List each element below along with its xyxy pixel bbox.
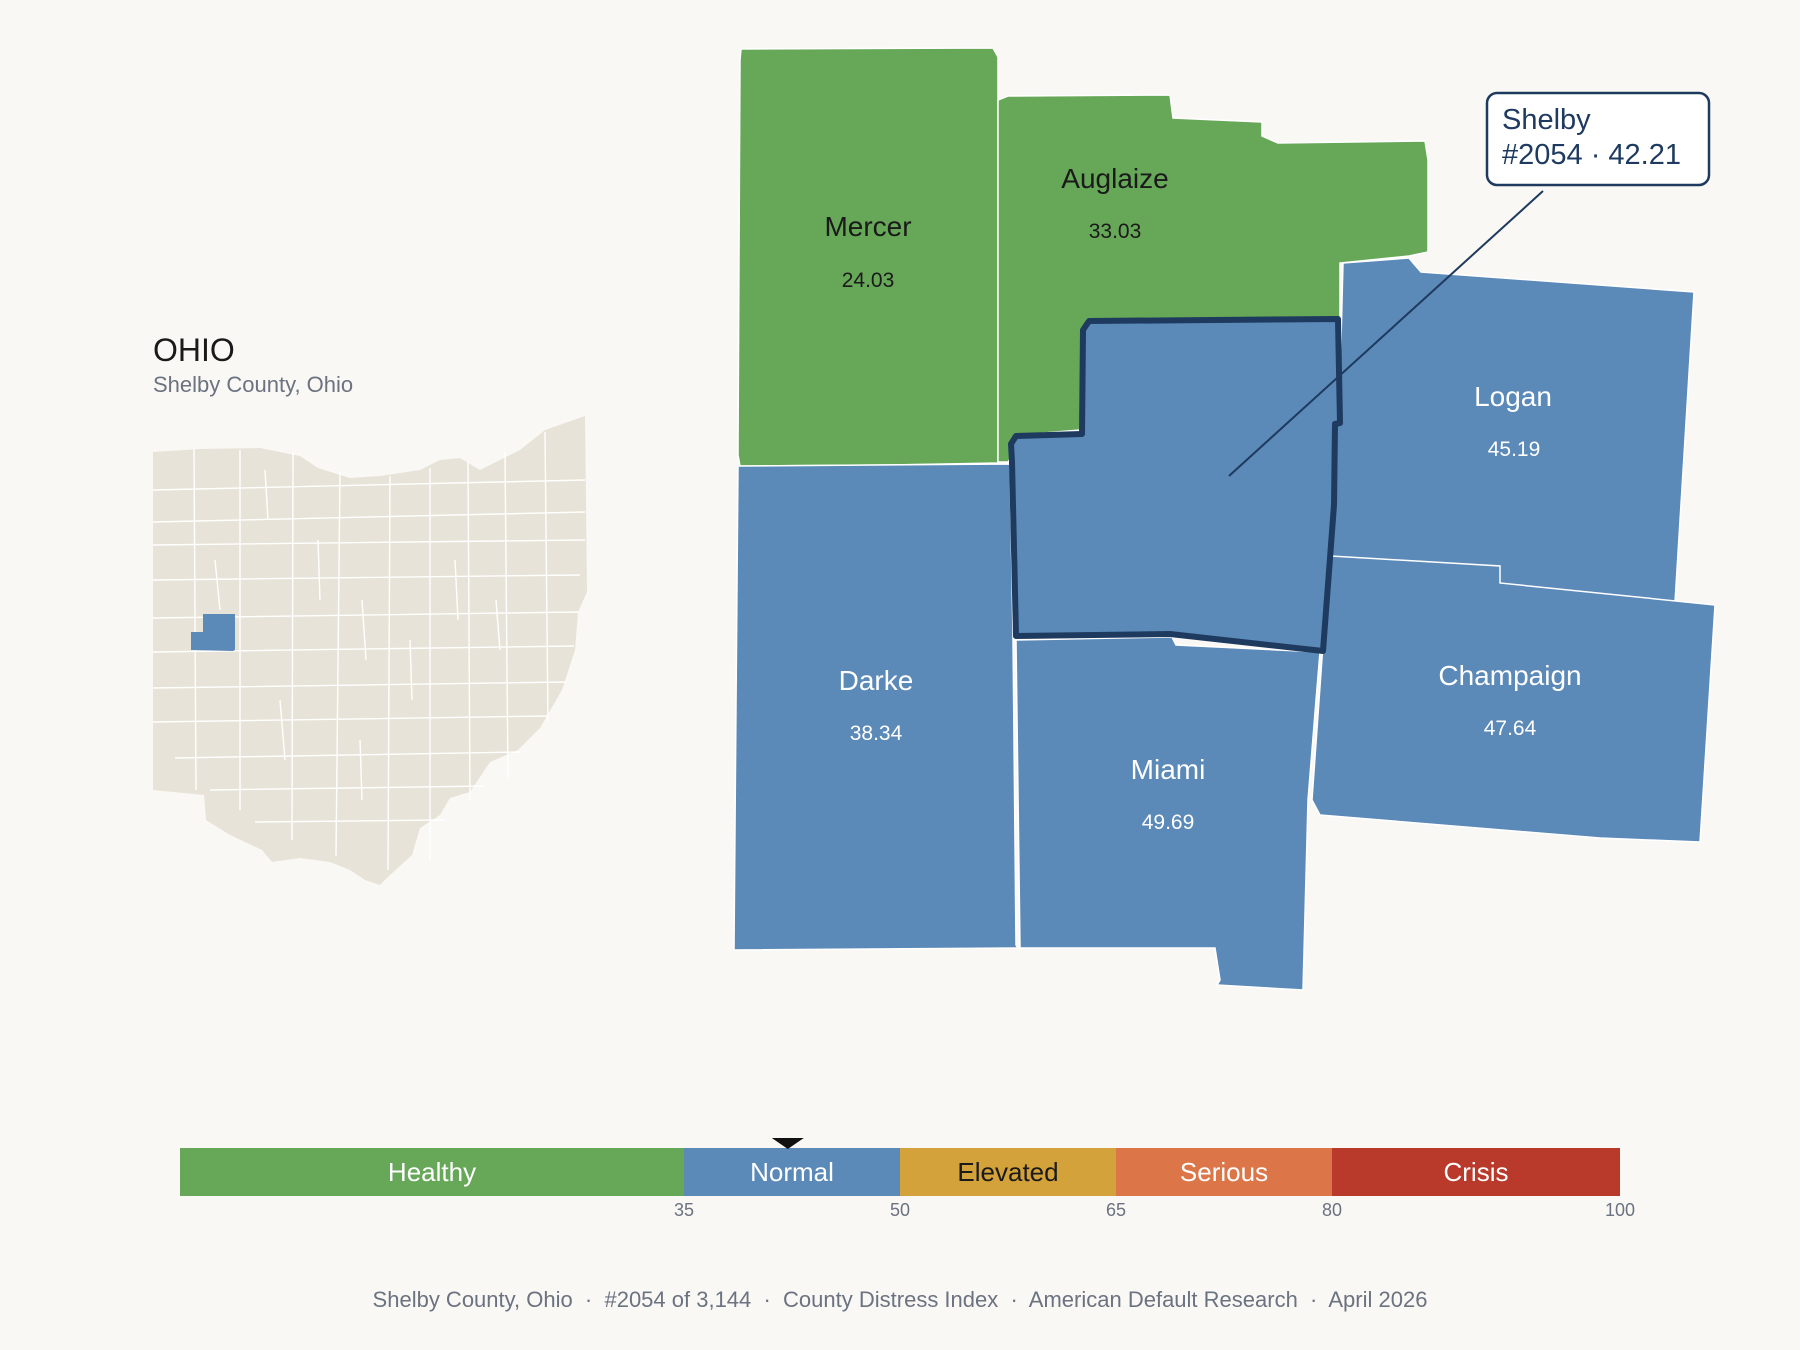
callout-leader-line xyxy=(1228,190,1544,477)
county-value-miami: 49.69 xyxy=(1142,811,1195,834)
county-value-mercer: 24.03 xyxy=(842,269,895,292)
shelby-inset-highlight xyxy=(191,614,235,651)
legend-label-crisis: Crisis xyxy=(1444,1157,1509,1187)
state-inset: OHIO Shelby County, Ohio xyxy=(152,332,587,885)
county-value-champaign: 47.64 xyxy=(1484,717,1537,740)
legend-tick-50: 50 xyxy=(890,1200,910,1220)
county-miami[interactable] xyxy=(1013,636,1321,991)
county-label-logan: Logan xyxy=(1474,381,1552,412)
legend-label-healthy: Healthy xyxy=(388,1157,476,1187)
county-label-darke: Darke xyxy=(839,665,914,696)
county-label-auglaize: Auglaize xyxy=(1061,163,1168,194)
county-champaign[interactable] xyxy=(1311,555,1716,843)
county-map xyxy=(733,47,1716,991)
callout-box xyxy=(1485,91,1711,187)
legend-tick-35: 35 xyxy=(674,1200,694,1220)
legend-segment-normal xyxy=(684,1148,900,1196)
legend-segment-healthy xyxy=(180,1148,684,1196)
county-darke[interactable] xyxy=(733,463,1020,951)
state-subtitle: Shelby County, Ohio xyxy=(153,372,353,397)
county-label-mercer: Mercer xyxy=(824,211,911,242)
legend-label-normal: Normal xyxy=(750,1157,834,1187)
county-value-darke: 38.34 xyxy=(850,722,903,745)
county-label-champaign: Champaign xyxy=(1438,660,1581,691)
legend-segment-crisis xyxy=(1332,1148,1620,1196)
ohio-county-grid xyxy=(152,431,586,871)
county-mercer[interactable] xyxy=(737,47,999,467)
callout-rank-value: #2054 · 42.21 xyxy=(1502,139,1681,171)
legend-tick-80: 80 xyxy=(1322,1200,1342,1220)
legend-label-elevated: Elevated xyxy=(957,1157,1058,1187)
state-title: OHIO xyxy=(153,332,235,368)
shelby-callout: Shelby #2054 · 42.21 xyxy=(1228,91,1711,477)
legend-segment-serious xyxy=(1116,1148,1332,1196)
county-labels: Mercer 24.03 Auglaize 33.03 Logan 45.19 … xyxy=(824,163,1581,834)
legend-tick-65: 65 xyxy=(1106,1200,1126,1220)
county-value-logan: 45.19 xyxy=(1488,438,1541,461)
legend-segment-elevated xyxy=(900,1148,1116,1196)
ohio-state-shape xyxy=(153,416,587,885)
distress-legend: Healthy Normal Elevated Serious Crisis 35 50 65… xyxy=(180,1138,1635,1220)
county-value-auglaize: 33.03 xyxy=(1089,220,1142,243)
legend-label-serious: Serious xyxy=(1180,1157,1268,1187)
county-label-miami: Miami xyxy=(1131,754,1206,785)
legend-tick-100: 100 xyxy=(1605,1200,1635,1220)
callout-county-name: Shelby xyxy=(1502,104,1591,136)
legend-marker-triangle xyxy=(771,1138,804,1149)
county-shelby[interactable] xyxy=(1008,316,1343,654)
footer-caption: Shelby County, Ohio · #2054 of 3,144 · C… xyxy=(373,1287,1428,1312)
county-logan[interactable] xyxy=(1330,257,1695,603)
